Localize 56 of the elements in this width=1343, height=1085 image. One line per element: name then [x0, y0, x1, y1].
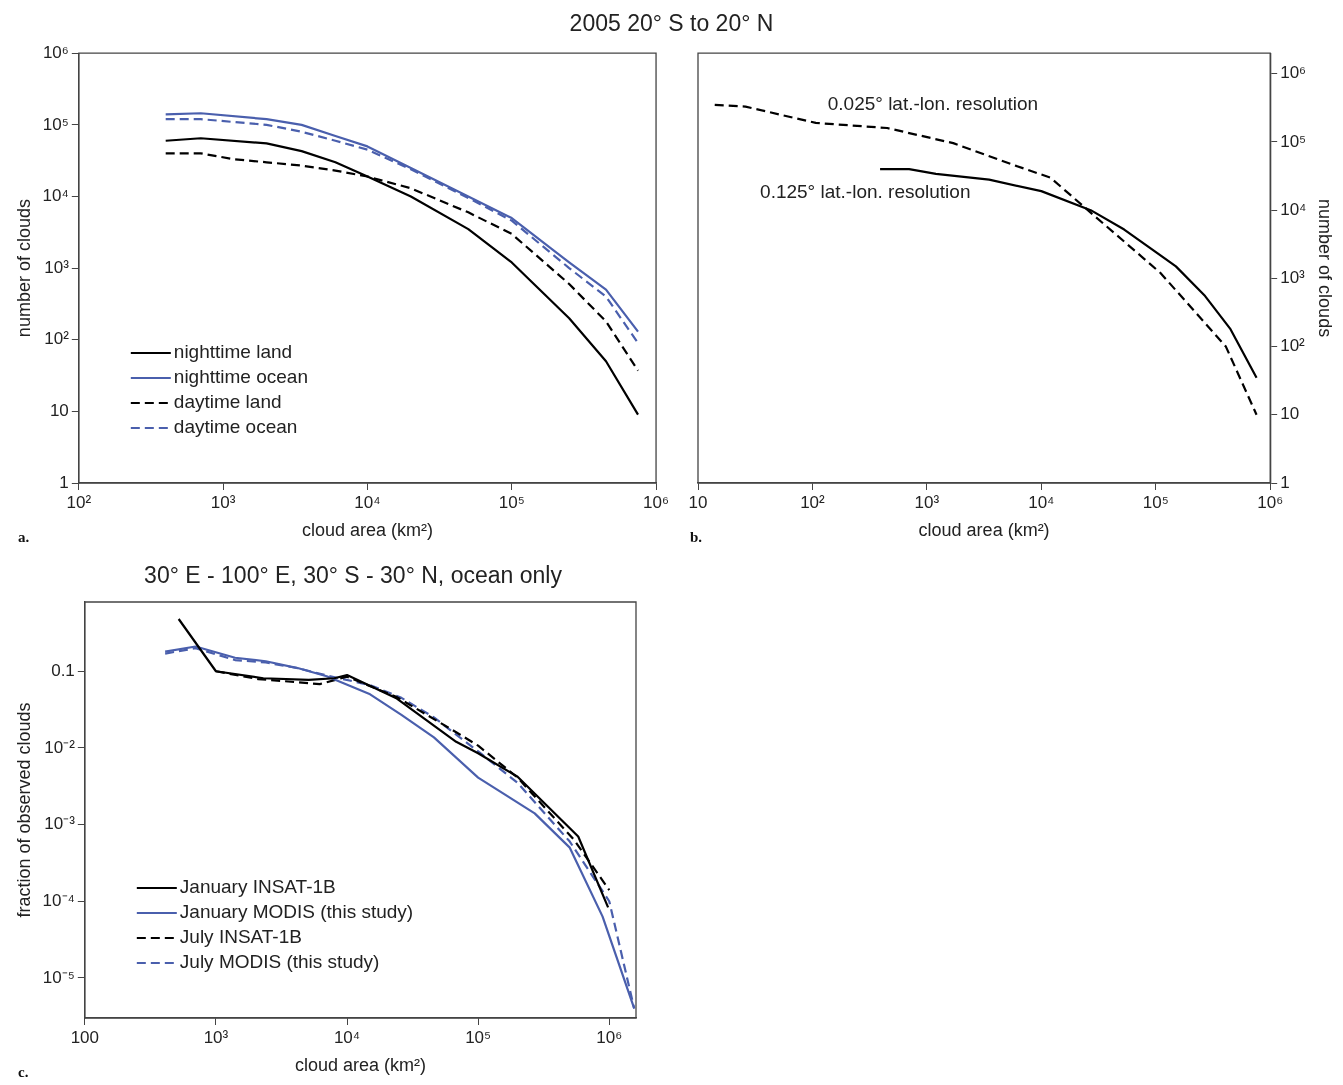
text: b. — [690, 529, 703, 545]
y-tick-label: 10⁶ — [42, 42, 69, 62]
y-tick-label: 10⁶ — [1280, 63, 1307, 83]
y-tick-label: 10⁻⁵ — [42, 967, 75, 987]
x-tick-label: 10⁵ — [498, 492, 525, 512]
legend-label: nighttime land — [173, 341, 293, 363]
x-tick-label: 10⁴ — [1028, 492, 1055, 512]
x-tick-label: 100 — [70, 1027, 99, 1047]
text: a. — [18, 529, 30, 545]
y-axis-title: fraction of observed clouds — [13, 702, 34, 918]
chart-title: 30° E - 100° E, 30° S - 30° N, ocean only — [143, 562, 563, 589]
y-tick-label: 0.1 — [51, 660, 75, 680]
legend-label: nighttime ocean — [173, 366, 308, 388]
y-tick-label: 10 — [1280, 404, 1300, 424]
series-label: 0.125° lat.-lon. resolution — [760, 181, 971, 203]
y-tick-label: 10³ — [1280, 268, 1306, 288]
x-tick-label: 10⁶ — [596, 1027, 623, 1047]
y-tick-label: 1 — [1280, 472, 1290, 492]
y-tick-label: 1 — [59, 472, 69, 492]
x-tick-label: 10² — [66, 492, 92, 512]
x-tick-label: 10³ — [914, 492, 940, 512]
legend-label: daytime land — [173, 391, 282, 413]
legend-label: January INSAT-1B — [179, 876, 336, 898]
y-tick-label: 10⁴ — [42, 186, 69, 206]
y-tick-label: 10⁵ — [42, 114, 69, 134]
legend-label: July MODIS (this study) — [179, 951, 380, 973]
x-tick-label: 10 — [688, 492, 708, 512]
y-tick-label: 10² — [44, 329, 70, 349]
series-label: 0.025° lat.-lon. resolution — [827, 93, 1039, 115]
y-tick-label: 10⁻³ — [44, 814, 76, 834]
x-tick-label: 10⁴ — [354, 492, 381, 512]
legend-label: daytime ocean — [173, 416, 298, 438]
y-tick-label: 10² — [1280, 336, 1306, 356]
x-tick-label: 10⁵ — [465, 1027, 492, 1047]
chart-title: 2005 20° S to 20° N — [568, 10, 775, 37]
y-tick-label: 10⁻⁴ — [42, 890, 75, 910]
x-tick-label: 10³ — [203, 1027, 229, 1047]
y-tick-label: 10⁴ — [1280, 199, 1307, 219]
x-tick-label: 10² — [800, 492, 826, 512]
x-tick-label: 10³ — [210, 492, 236, 512]
y-axis-title: number of clouds — [13, 199, 34, 338]
x-tick-label: 10⁴ — [333, 1027, 361, 1047]
y-axis-title: number of clouds — [1315, 199, 1336, 338]
text: c. — [18, 1064, 29, 1080]
x-tick-label: 10⁶ — [643, 492, 670, 512]
x-tick-label: 10⁶ — [1257, 492, 1284, 512]
y-tick-label: 10⁻² — [44, 737, 76, 757]
y-tick-label: 10⁵ — [1280, 131, 1307, 151]
x-axis-title: cloud area (km²) — [918, 520, 1050, 541]
x-tick-label: 10⁵ — [1142, 492, 1169, 512]
x-axis-title: cloud area (km²) — [301, 520, 433, 541]
y-tick-label: 10 — [49, 401, 69, 421]
x-axis-title: cloud area (km²) — [294, 1055, 426, 1076]
legend-label: January MODIS (this study) — [179, 901, 414, 923]
y-tick-label: 10³ — [44, 257, 70, 277]
legend-label: July INSAT-1B — [179, 926, 302, 948]
